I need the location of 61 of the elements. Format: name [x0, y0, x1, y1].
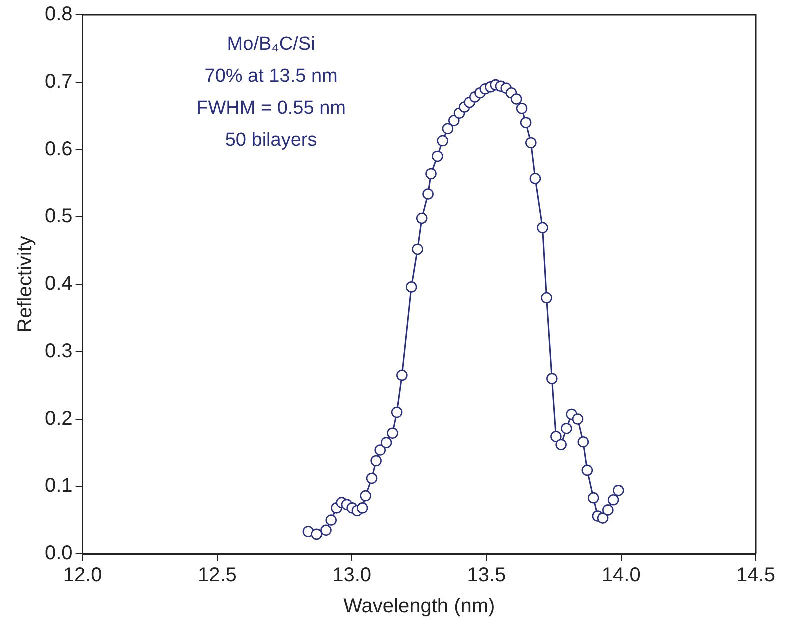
x-tick-label: 12.0 [63, 564, 102, 587]
point [582, 464, 594, 476]
point [387, 428, 398, 440]
x-tick-label: 14.5 [736, 564, 776, 587]
point [613, 485, 624, 496]
point [380, 437, 392, 448]
point [561, 423, 572, 434]
y-axis-title: Reflectivity [14, 236, 37, 333]
y-tick-label: 0.7 [44, 70, 73, 93]
point [432, 150, 444, 162]
point [510, 94, 522, 105]
point [320, 524, 332, 536]
point [326, 514, 337, 526]
point [526, 137, 537, 149]
point [437, 135, 448, 147]
y-tick-label: 0.1 [44, 475, 73, 498]
annotation: 70% at 13.5 nm [204, 66, 338, 88]
point [588, 492, 600, 504]
point [391, 406, 403, 418]
x-tick-label: 12.5 [198, 564, 237, 587]
point [530, 173, 542, 184]
point [370, 455, 382, 467]
point [597, 512, 609, 524]
x-tick-label: 13.0 [332, 564, 372, 587]
point [608, 494, 620, 506]
y-tick-label: 0.8 [44, 4, 73, 26]
point [578, 436, 590, 448]
point [396, 370, 408, 382]
point [406, 282, 418, 293]
point [550, 431, 562, 442]
x-axis-title: Wavelength (nm) [344, 596, 496, 618]
y-tick-label: 0.5 [44, 206, 73, 228]
y-tick-label: 0.3 [44, 340, 73, 362]
point [356, 502, 368, 514]
point [422, 188, 434, 200]
point [416, 212, 428, 224]
point [541, 292, 552, 304]
point [516, 103, 528, 114]
point [366, 472, 378, 484]
y-tick-label: 0.2 [44, 408, 73, 430]
point [572, 414, 584, 425]
point [602, 504, 614, 516]
point [412, 244, 424, 256]
point [311, 528, 322, 540]
point [426, 168, 437, 180]
y-tick-label: 0.6 [44, 138, 73, 160]
annotation: FWHM = 0.55 nm [196, 98, 346, 120]
annotation: 50 bilayers [225, 130, 318, 152]
point [556, 439, 567, 451]
annotation: Mo/B₄C/Si [227, 34, 316, 56]
point [537, 222, 548, 234]
point [520, 117, 532, 128]
y-tick-label: 0.0 [44, 542, 73, 565]
point [546, 373, 558, 384]
x-tick-label: 13.5 [467, 564, 506, 587]
point [374, 444, 386, 456]
y-tick-label: 0.4 [44, 273, 73, 296]
point [442, 123, 454, 135]
x-tick-label: 14.0 [602, 564, 641, 587]
point [360, 490, 372, 502]
point [448, 115, 460, 126]
